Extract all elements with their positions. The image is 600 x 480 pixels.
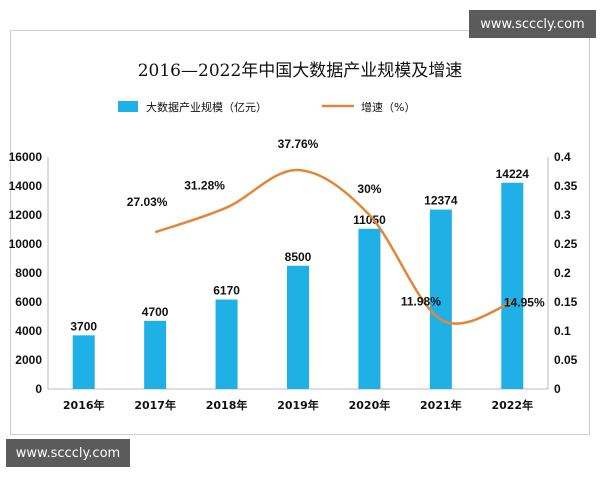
bar-value-label: 12374: [424, 194, 458, 208]
y-right-tick-label: 0.25: [554, 237, 578, 251]
y-left-tick-label: 14000: [9, 179, 43, 193]
growth-line: [154, 168, 513, 325]
bar-value-label: 14224: [496, 167, 530, 181]
x-tick-label: 2018年: [206, 398, 248, 412]
y-left-tick-label: 2000: [15, 353, 42, 367]
x-tick-label: 2022年: [491, 398, 533, 412]
x-tick-label: 2019年: [277, 398, 319, 412]
chart-title: 2016—2022年中国大数据产业规模及增速: [138, 61, 463, 81]
legend: 大数据产业规模（亿元） 增速（%）: [118, 100, 415, 114]
bar: [358, 228, 381, 389]
bar-value-label: 6170: [213, 284, 240, 298]
y-right-tick-label: 0.05: [554, 353, 578, 367]
growth-value-label: 11.98%: [401, 295, 441, 309]
y-left-tick-label: 4000: [15, 324, 42, 338]
bar: [215, 299, 238, 389]
y-left-tick-label: 6000: [15, 295, 42, 309]
bar: [429, 209, 452, 389]
bar-value-label: 3700: [70, 319, 97, 333]
growth-value-label: 37.76%: [278, 137, 319, 151]
y-left-tick-label: 16000: [9, 150, 43, 164]
x-tick-label: 2021年: [420, 398, 462, 412]
bar-value-label: 8500: [285, 250, 312, 264]
y-right-tick-label: 0: [554, 382, 561, 396]
y-right-tick-label: 0.2: [554, 266, 571, 280]
y-left-tick-label: 0: [35, 382, 42, 396]
x-tick-label: 2020年: [349, 398, 391, 412]
bar: [287, 265, 309, 389]
legend-bar-label: 大数据产业规模（亿元）: [146, 100, 267, 114]
plot-area: 0 2000 4000 6000 8000 10000 12000 14000 16000 0 0.…: [9, 137, 578, 412]
y-left-tick-label: 10000: [9, 237, 43, 251]
x-tick-label: 2017年: [134, 398, 176, 412]
growth-value-label: 27.03%: [127, 195, 168, 209]
y-right-tick-label: 0.1: [554, 324, 571, 338]
bar: [501, 182, 524, 389]
legend-line-label: 增速（%）: [361, 100, 415, 114]
y-left-tick-label: 8000: [15, 266, 42, 280]
growth-value-label: 31.28%: [184, 179, 225, 193]
legend-bar-swatch: [118, 101, 138, 112]
growth-value-label: 14.95%: [504, 295, 545, 309]
y-right-tick-label: 0.4: [554, 150, 571, 164]
bar-value-label: 4700: [142, 305, 169, 319]
y-right-tick-label: 0.3: [554, 208, 571, 222]
watermark-top: www.scccly.com: [469, 10, 596, 38]
watermark-bottom: www.scccly.com: [6, 439, 130, 467]
y-left-tick-label: 12000: [9, 208, 43, 222]
bar: [144, 320, 167, 389]
growth-value-label: 30%: [357, 182, 381, 196]
bar: [72, 335, 95, 389]
y-right-tick-label: 0.15: [554, 295, 578, 309]
x-tick-label: 2016年: [63, 398, 105, 412]
y-right-tick-label: 0.35: [554, 179, 578, 193]
